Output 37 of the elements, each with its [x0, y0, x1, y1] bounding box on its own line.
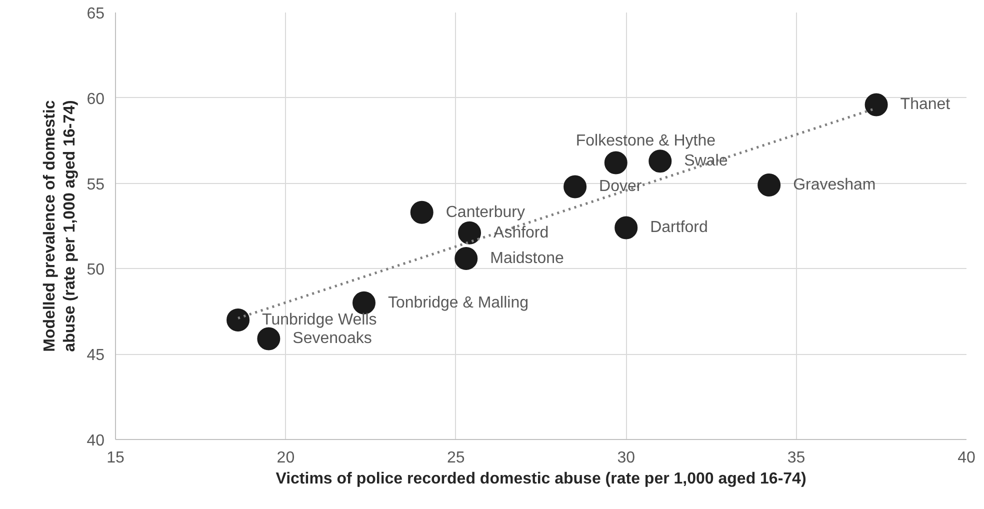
x-tick-label: 20	[276, 450, 295, 466]
annotation: Thanet	[900, 96, 951, 114]
point	[604, 151, 628, 174]
y-tick-label: 60	[86, 90, 105, 108]
point	[458, 221, 482, 244]
point	[352, 291, 376, 314]
x-tick-label: 40	[958, 450, 976, 466]
x-tick-label: 15	[106, 450, 124, 466]
annotation: Maidstone	[490, 250, 564, 267]
y-tick-label: 45	[86, 347, 105, 364]
annotation: Tunbridge Wells	[262, 311, 377, 328]
point	[758, 174, 781, 196]
annotation: Folkestone & Hythe	[576, 132, 716, 150]
x-axis-title: Victims of police recorded domestic abuse (rate per 1,000 aged 16-74)	[276, 470, 806, 488]
point	[226, 308, 250, 332]
annotation: Dartford	[650, 219, 708, 236]
annotation: Dover	[599, 178, 642, 196]
y-tick-label: 65	[86, 6, 105, 22]
y-tick-label: 50	[86, 262, 105, 279]
point	[564, 175, 587, 198]
point	[410, 200, 434, 224]
annotation: Ashford	[494, 224, 549, 242]
point	[614, 216, 638, 240]
annotation: Sevenoaks	[292, 330, 372, 348]
annotation: Tonbridge & Malling	[388, 294, 529, 312]
point	[864, 93, 888, 116]
y-axis-title: Modelled prevalence of domestic abuse (rate per 1,000 aged 16-74)	[41, 100, 79, 352]
annotation: Gravesham	[793, 176, 876, 194]
x-tick-label: 25	[447, 450, 465, 466]
annotation: Canterbury	[446, 204, 526, 221]
y-tick-label: 55	[86, 176, 105, 194]
x-tick-label: 35	[787, 450, 806, 466]
x-tick-label: 30	[617, 450, 636, 466]
point	[257, 327, 280, 350]
point	[648, 150, 672, 173]
y-tick-label: 40	[86, 432, 105, 450]
point	[454, 246, 478, 270]
